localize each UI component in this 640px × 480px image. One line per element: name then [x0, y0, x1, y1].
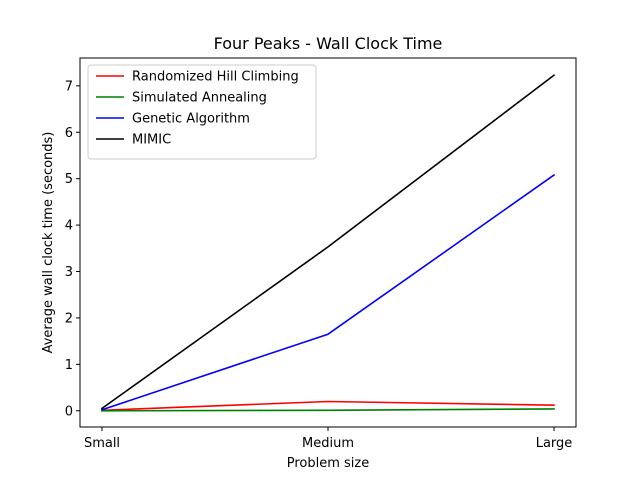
y-tick-label: 5: [65, 172, 73, 187]
legend-box: [87, 64, 317, 160]
chart-title: Four Peaks - Wall Clock Time: [214, 34, 443, 53]
x-axis: Small Medium Large: [84, 427, 572, 451]
y-tick-label: 6: [65, 126, 73, 141]
y-tick-label: 2: [65, 311, 73, 326]
legend-label: MIMIC: [132, 133, 171, 148]
y-axis: 0 1 2 3 4 5 6 7: [65, 79, 80, 419]
x-axis-label: Problem size: [287, 456, 370, 471]
legend-label: Genetic Algorithm: [132, 112, 250, 127]
series-line-1: [101, 408, 555, 412]
y-tick-label: 0: [65, 404, 73, 419]
y-tick-label: 4: [65, 219, 73, 234]
x-tick-label: Large: [536, 436, 573, 451]
x-tick-label: Medium: [302, 436, 354, 451]
y-tick-label: 1: [65, 358, 73, 373]
series-line-0: [101, 400, 555, 412]
x-tick-label: Small: [84, 436, 120, 451]
legend-label: Randomized Hill Climbing: [132, 70, 299, 85]
y-axis-label: Average wall clock time (seconds): [41, 132, 56, 354]
y-tick-label: 7: [65, 79, 73, 94]
plot-area: [100, 74, 556, 412]
series-line-3: [100, 74, 556, 410]
legend-label: Simulated Annealing: [132, 91, 267, 106]
series-line-2: [100, 173, 556, 411]
y-tick-label: 3: [65, 265, 73, 280]
legend: Randomized Hill Climbing Simulated Anneal…: [87, 64, 317, 160]
